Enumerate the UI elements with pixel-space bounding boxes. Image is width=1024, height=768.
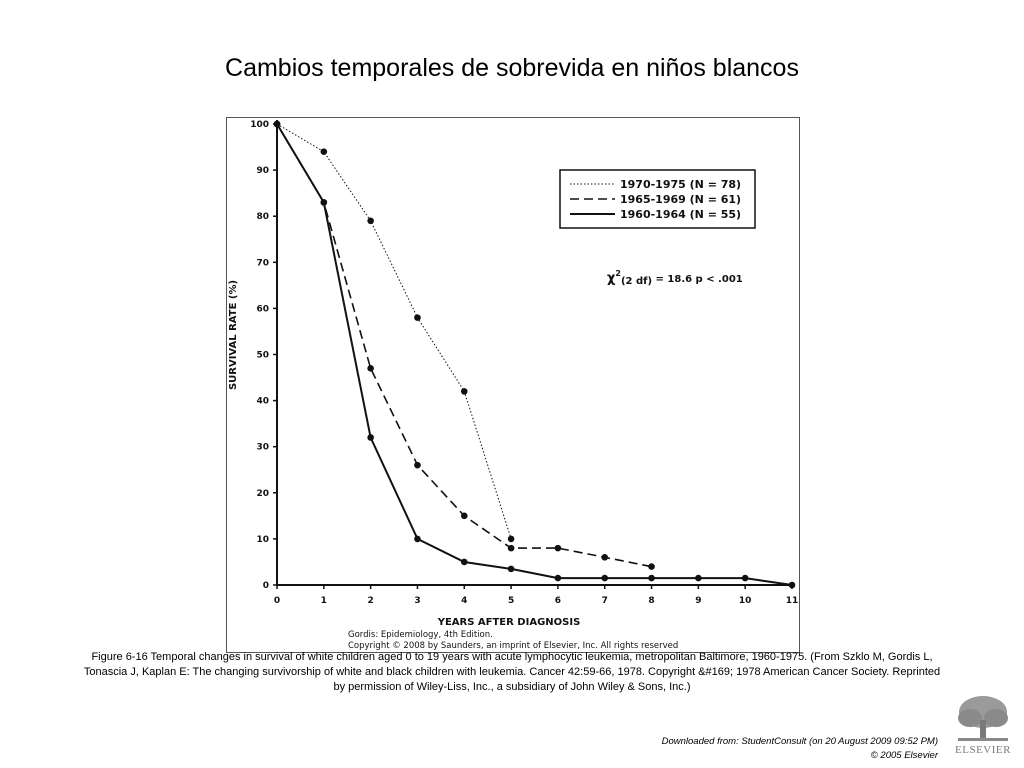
legend-label-1965: 1965-1969 (N = 61)	[620, 193, 741, 206]
y-tick-label: 100	[250, 120, 269, 130]
y-tick-label: 20	[256, 489, 269, 499]
series-2-point	[367, 434, 374, 441]
axes-layer: 0 10 20 30 40 50 60 70 80 90 100 0 1 2 3 4 5 6 7 8 9 10 11	[250, 120, 798, 606]
x-tick-label: 4	[461, 596, 467, 606]
series-1-point	[648, 563, 655, 570]
y-tick-label: 90	[256, 166, 269, 176]
series-2-point	[554, 574, 562, 582]
series-0-point	[507, 535, 515, 543]
series-1-point	[460, 512, 468, 520]
y-tick-label: 40	[256, 397, 269, 407]
series-line-2	[276, 123, 793, 586]
x-tick-label: 7	[602, 596, 608, 606]
series-2-point	[320, 199, 328, 206]
x-tick-label: 8	[648, 596, 654, 606]
series-1-point	[601, 554, 609, 561]
series-0-point	[367, 217, 374, 225]
series-2-point	[695, 574, 702, 582]
series-2-point	[741, 574, 749, 582]
series-2-point	[460, 558, 468, 566]
y-tick-label: 50	[256, 351, 269, 361]
x-tick-label: 5	[508, 596, 514, 606]
legend: 1970-1975 (N = 78) 1965-1969 (N = 61) 19…	[559, 169, 756, 229]
series-2-point	[273, 120, 281, 128]
series-2-point	[507, 565, 515, 573]
slide-title: Cambios temporales de sobrevida en niños…	[225, 54, 799, 82]
series-line-0	[276, 123, 512, 540]
series-1-point	[507, 544, 515, 552]
y-axis-title: SURVIVAL RATE (%)	[228, 280, 239, 390]
x-tick-label: 3	[414, 596, 420, 606]
series-0-point	[414, 314, 421, 321]
legend-label-1970: 1970-1975 (N = 78)	[620, 178, 741, 191]
series-layer	[273, 120, 796, 589]
chi-square-annotation: χ2(2 df) = 18.6 p < .001	[607, 269, 743, 287]
figure-caption: Figure 6-16 Temporal changes in survival…	[83, 651, 941, 693]
download-notice: Downloaded from: StudentConsult (on 20 A…	[661, 736, 938, 747]
y-tick-label: 60	[256, 304, 269, 314]
series-2-point	[601, 574, 609, 582]
y-tick-label: 70	[256, 258, 269, 268]
x-tick-label: 11	[786, 596, 799, 606]
chi-symbol: χ	[607, 271, 616, 286]
elsevier-tree-logo	[952, 694, 1014, 744]
figure-credit-line2: Copyright © 2008 by Saunders, an imprint…	[348, 641, 678, 651]
series-1-point	[367, 365, 374, 372]
elsevier-copyright: © 2005 Elsevier	[870, 750, 938, 761]
series-1-point	[554, 544, 562, 552]
chi-df: (2 df)	[621, 276, 652, 287]
y-tick-label: 10	[256, 535, 269, 545]
series-0-point	[460, 388, 468, 395]
chi-exponent: 2	[615, 269, 621, 278]
x-tick-label: 9	[695, 596, 701, 606]
y-tick-label: 0	[263, 581, 269, 591]
series-2-point	[648, 574, 655, 582]
y-tick-label: 80	[256, 212, 269, 222]
x-tick-label: 0	[274, 596, 280, 606]
x-tick-label: 2	[368, 596, 374, 606]
x-tick-label: 6	[555, 596, 561, 606]
series-2-point	[414, 535, 421, 543]
legend-label-1960: 1960-1964 (N = 55)	[620, 208, 741, 221]
series-0-point	[320, 148, 328, 155]
chi-value: = 18.6 p < .001	[652, 274, 743, 285]
series-1-point	[414, 461, 421, 469]
y-tick-label: 30	[256, 443, 269, 453]
elsevier-logo-text: ELSEVIER	[955, 744, 1011, 756]
x-tick-label: 10	[739, 596, 752, 606]
x-tick-label: 1	[321, 596, 327, 606]
x-axis-title: YEARS AFTER DIAGNOSIS	[437, 617, 581, 628]
figure-credit-line1: Gordis: Epidemiology, 4th Edition.	[348, 630, 493, 640]
series-2-point	[788, 581, 796, 589]
